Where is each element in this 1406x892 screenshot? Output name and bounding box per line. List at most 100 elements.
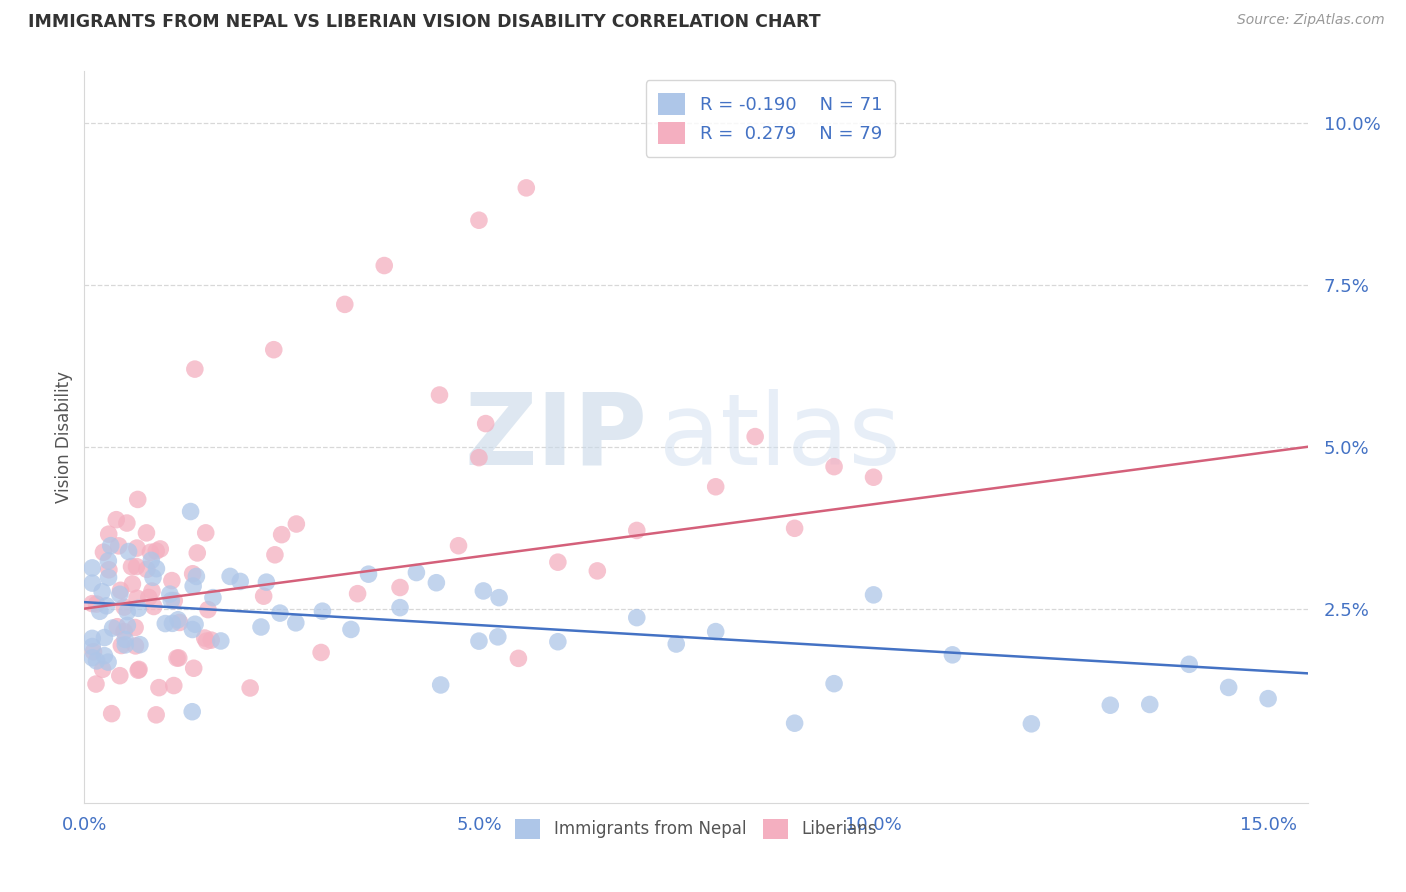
Point <box>89 604 111 618</box>
Point <box>117 544 139 558</box>
Point <box>159 587 181 601</box>
Point <box>586 564 609 578</box>
Point <box>229 574 252 589</box>
Point <box>1021 716 1043 731</box>
Point <box>115 516 138 530</box>
Point <box>97 570 120 584</box>
Point <box>239 681 262 695</box>
Point <box>181 566 204 581</box>
Point <box>194 631 217 645</box>
Point <box>160 593 183 607</box>
Point <box>333 297 356 311</box>
Point <box>373 259 395 273</box>
Point <box>169 615 191 630</box>
Point <box>112 600 135 615</box>
Point <box>626 524 648 538</box>
Point <box>269 606 291 620</box>
Point <box>91 662 114 676</box>
Point <box>100 706 122 721</box>
Point <box>783 521 806 535</box>
Point <box>86 654 108 668</box>
Point <box>704 624 727 639</box>
Point <box>100 539 122 553</box>
Point <box>82 650 104 665</box>
Point <box>197 602 219 616</box>
Point <box>82 561 104 575</box>
Point <box>135 525 157 540</box>
Point <box>181 705 204 719</box>
Point <box>93 631 115 645</box>
Point <box>508 651 530 665</box>
Point <box>124 639 146 653</box>
Point <box>357 567 380 582</box>
Point <box>340 623 363 637</box>
Point <box>121 577 143 591</box>
Point <box>468 634 491 648</box>
Point <box>138 591 160 605</box>
Point <box>285 516 308 531</box>
Point <box>127 492 149 507</box>
Point <box>184 617 207 632</box>
Y-axis label: Vision Disability: Vision Disability <box>55 371 73 503</box>
Point <box>91 584 114 599</box>
Point <box>163 679 186 693</box>
Point <box>547 555 569 569</box>
Legend: Immigrants from Nepal, Liberians: Immigrants from Nepal, Liberians <box>509 812 883 846</box>
Point <box>82 576 104 591</box>
Text: Source: ZipAtlas.com: Source: ZipAtlas.com <box>1237 13 1385 28</box>
Point <box>166 651 188 665</box>
Point <box>425 575 447 590</box>
Point <box>184 362 207 376</box>
Point <box>270 527 292 541</box>
Point <box>515 181 537 195</box>
Point <box>97 655 120 669</box>
Point <box>125 559 148 574</box>
Point <box>93 545 115 559</box>
Point <box>117 605 139 619</box>
Point <box>145 544 167 558</box>
Point <box>862 588 884 602</box>
Point <box>1099 698 1122 713</box>
Point <box>180 504 202 518</box>
Point <box>110 583 132 598</box>
Point <box>547 634 569 648</box>
Point <box>405 566 427 580</box>
Point <box>82 640 104 654</box>
Point <box>86 597 108 611</box>
Point <box>127 601 149 615</box>
Point <box>101 621 124 635</box>
Point <box>254 575 277 590</box>
Point <box>486 630 509 644</box>
Point <box>110 639 132 653</box>
Point <box>823 676 845 690</box>
Point <box>125 541 148 555</box>
Point <box>181 579 204 593</box>
Point <box>309 645 332 659</box>
Point <box>389 581 412 595</box>
Point <box>124 620 146 634</box>
Point <box>744 429 766 443</box>
Point <box>186 569 208 583</box>
Point <box>84 677 107 691</box>
Point <box>114 632 136 647</box>
Point <box>139 545 162 559</box>
Point <box>783 716 806 731</box>
Point <box>142 599 165 614</box>
Point <box>108 587 131 601</box>
Point <box>83 645 105 659</box>
Point <box>163 593 186 607</box>
Point <box>194 525 217 540</box>
Point <box>148 681 170 695</box>
Point <box>142 570 165 584</box>
Point <box>201 591 224 605</box>
Point <box>389 600 412 615</box>
Point <box>112 624 135 639</box>
Point <box>284 615 307 630</box>
Point <box>82 597 104 611</box>
Point <box>447 539 470 553</box>
Point <box>941 648 963 662</box>
Point <box>108 668 131 682</box>
Point <box>145 707 167 722</box>
Point <box>162 616 184 631</box>
Point <box>125 591 148 606</box>
